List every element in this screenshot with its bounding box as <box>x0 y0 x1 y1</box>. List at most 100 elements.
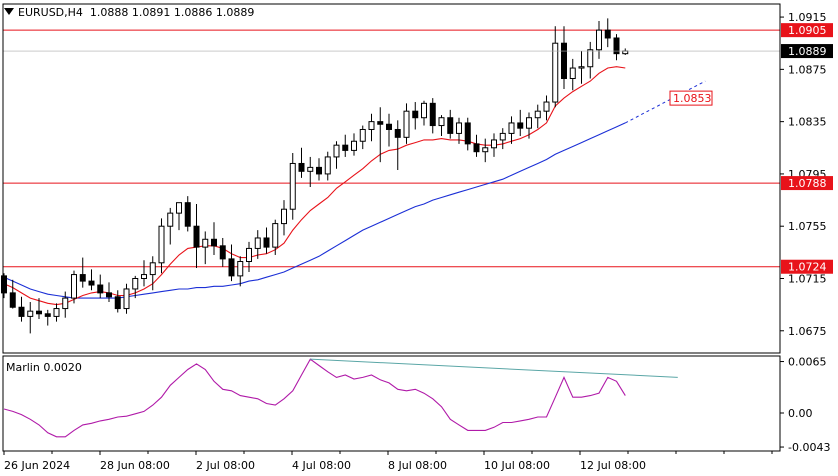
candle <box>211 222 217 255</box>
time-tick-label: 28 Jun 08:00 <box>100 459 170 472</box>
candle-body <box>587 49 594 68</box>
candle <box>622 48 629 55</box>
candle-body <box>176 202 182 214</box>
candle-body <box>543 101 550 112</box>
candle <box>9 279 16 309</box>
candle <box>71 270 77 304</box>
candle <box>18 296 25 322</box>
candle <box>132 275 139 299</box>
candle-body <box>316 166 322 175</box>
candle <box>1 273 7 299</box>
candle <box>569 58 576 91</box>
candle <box>184 196 191 232</box>
candle-body <box>324 156 331 175</box>
time-tick-label: 12 Jul 08:00 <box>580 459 646 472</box>
candle-body <box>307 166 314 172</box>
ohlc-readout: 1.0888 1.0891 1.0886 1.0889 <box>89 6 255 19</box>
candle <box>421 100 427 126</box>
candle <box>604 18 611 48</box>
candle <box>552 26 559 108</box>
candle <box>36 298 42 320</box>
main-pane-frame <box>2 3 781 354</box>
candle <box>351 133 357 156</box>
candle-body <box>79 274 86 282</box>
candle-body <box>53 308 60 317</box>
price-tick-label: 1.0915 <box>788 11 827 24</box>
symbol-header[interactable]: EURUSD,H4 1.0888 1.0891 1.0886 1.0889 <box>4 6 254 19</box>
candle-body <box>272 223 279 248</box>
projection-label-box <box>669 90 713 106</box>
candle <box>596 20 602 59</box>
candle <box>272 219 279 255</box>
ma-slow-line <box>3 122 626 299</box>
candle-body <box>394 128 401 138</box>
candle-body <box>289 162 296 210</box>
candle <box>202 231 209 265</box>
candle <box>246 241 252 272</box>
candle-body <box>228 258 235 277</box>
candle <box>412 102 419 130</box>
candle <box>429 98 436 134</box>
candle <box>368 113 375 142</box>
candle-body <box>351 140 357 151</box>
candle-body <box>552 42 559 103</box>
candle-body <box>456 122 462 134</box>
candle <box>193 203 200 269</box>
candle <box>79 257 86 288</box>
candle <box>106 282 112 303</box>
oscillator-trendline <box>310 358 678 378</box>
time-tick-label: 26 Jun 2024 <box>4 459 70 472</box>
candle <box>473 134 480 157</box>
candle <box>228 244 235 282</box>
candle-body <box>202 238 209 248</box>
oscillator-line <box>3 358 626 438</box>
price-tick-label: 1.0835 <box>788 116 827 129</box>
candle <box>587 41 594 79</box>
candle <box>298 147 305 178</box>
candle-body <box>246 247 252 263</box>
candle-body <box>438 117 445 127</box>
symbol-name: EURUSD,H4 <box>18 6 83 19</box>
candle <box>543 95 550 121</box>
price-tick-label: 1.0755 <box>788 220 827 233</box>
candle-body <box>9 292 16 308</box>
candle-body <box>359 128 366 142</box>
candle <box>578 51 585 84</box>
candle <box>438 115 445 137</box>
main-price-pane[interactable] <box>1 18 781 334</box>
projection-label-text: 1.0853 <box>673 92 712 105</box>
price-tick-label: 1.0715 <box>788 272 827 285</box>
candle <box>97 274 104 299</box>
candle <box>237 256 244 287</box>
candle-body <box>36 310 42 315</box>
candle-body <box>27 310 34 317</box>
candle-body <box>429 102 436 127</box>
level-label-text: 1.0788 <box>788 177 827 190</box>
indicator-tick-label: -0.0043 <box>788 441 830 454</box>
candle-body <box>184 202 191 227</box>
candle-body <box>219 245 226 260</box>
candle-body <box>403 110 410 138</box>
candle-body <box>71 274 77 299</box>
candle <box>526 112 532 139</box>
candle-body <box>569 67 576 80</box>
candle-body <box>508 122 515 134</box>
candle <box>333 141 340 169</box>
candle <box>613 34 620 61</box>
candle <box>44 309 51 326</box>
candle-body <box>254 237 261 249</box>
candle <box>219 237 226 267</box>
candle-body <box>386 123 392 130</box>
level-label-box <box>781 23 833 38</box>
candle-body <box>342 144 349 151</box>
price-tick-label: 1.0675 <box>788 325 827 338</box>
candle <box>499 128 506 150</box>
candle <box>508 116 515 144</box>
candle <box>456 117 462 144</box>
candle-body <box>1 275 7 294</box>
candle <box>289 153 296 220</box>
candle-body <box>578 66 585 69</box>
indicator-pane[interactable] <box>3 358 678 438</box>
triangle-down-icon[interactable] <box>4 8 14 15</box>
